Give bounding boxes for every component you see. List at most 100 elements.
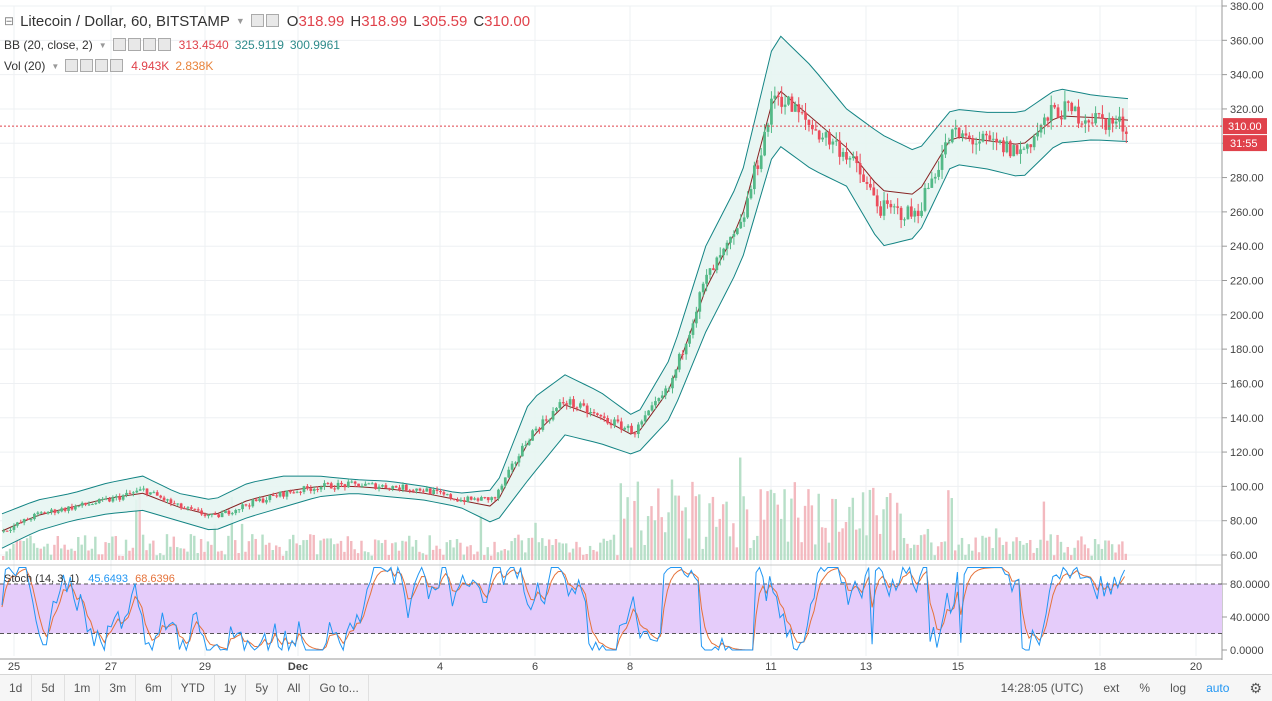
volume-bar (643, 544, 646, 560)
volume-bar (1087, 548, 1090, 560)
countdown-badge (1223, 135, 1267, 152)
volume-bar (264, 544, 268, 560)
volume-bar (650, 506, 653, 560)
candle-body (312, 488, 316, 491)
x-axis-tick-label: 8 (627, 661, 633, 673)
candle-body (486, 497, 490, 501)
stoch-label[interactable]: Stoch (14, 3, 1) (4, 573, 80, 585)
range-ytd-button[interactable]: YTD (172, 675, 215, 701)
collapse-legend-icon[interactable]: ⊟ (4, 14, 15, 28)
bb-actions-icons[interactable] (112, 36, 173, 54)
goto-button[interactable]: Go to... (310, 675, 369, 701)
candle-body (514, 462, 517, 464)
volume-bar (343, 551, 346, 560)
candle-body (442, 492, 446, 495)
volume-bar (145, 550, 148, 560)
candle-body (60, 508, 64, 512)
volume-bar (677, 495, 681, 560)
candle-body (244, 504, 248, 506)
candle-body (353, 481, 357, 484)
candle-body (132, 492, 135, 494)
volume-bar (766, 491, 769, 560)
volume-bar (1059, 541, 1063, 560)
candle-body (568, 399, 572, 405)
candle-body (275, 495, 279, 497)
volume-bar (455, 539, 459, 560)
candle-body (729, 236, 732, 243)
volume-bar (936, 546, 940, 560)
y-axis-tick-label: 280.00 (1230, 173, 1264, 185)
symbol-title[interactable]: Litecoin / Dollar, 60, BITSTAMP (20, 12, 230, 30)
gear-icon[interactable]: ⚙ (1249, 680, 1262, 696)
volume-bar (752, 540, 756, 560)
range-all-button[interactable]: All (278, 675, 311, 701)
volume-bar (735, 547, 739, 560)
candle-body (845, 151, 848, 160)
candle-body (903, 219, 906, 221)
volume-bar (629, 547, 633, 560)
range-3m-button[interactable]: 3m (100, 675, 137, 701)
candle-body (9, 529, 12, 531)
candle-body (333, 488, 337, 490)
bb-upper-line (1, 35, 1129, 515)
auto-toggle[interactable]: auto (1206, 681, 1230, 695)
vol-label[interactable]: Vol (20) (4, 59, 46, 73)
volume-bar (66, 549, 70, 560)
candle-body (169, 499, 173, 504)
volume-bar (247, 541, 251, 560)
volume-bar (94, 536, 97, 560)
candle-body (493, 497, 497, 499)
candle-body (254, 499, 258, 502)
volume-bar (1018, 540, 1022, 560)
candle-body (97, 498, 101, 504)
range-6m-button[interactable]: 6m (136, 675, 172, 701)
range-5y-button[interactable]: 5y (246, 675, 279, 701)
low-label: L (413, 12, 422, 30)
range-1y-button[interactable]: 1y (215, 675, 247, 701)
volume-bar (657, 488, 660, 560)
chevron-down-icon[interactable]: ▼ (98, 40, 107, 50)
candle-body (783, 104, 787, 107)
volume-bar (483, 555, 486, 560)
chart-canvas[interactable]: 380.00360.00340.00320.00300.00280.00260.… (0, 0, 1272, 674)
candle-body (234, 510, 238, 514)
vol-actions-icons[interactable] (65, 57, 125, 75)
chevron-down-icon[interactable]: ▼ (235, 16, 245, 26)
clock-time[interactable]: 14:28:05 (UTC) (1000, 681, 1084, 695)
range-1d-button[interactable]: 1d (0, 675, 33, 701)
high-value: 318.99 (361, 12, 408, 30)
volume-bar (462, 554, 466, 560)
log-toggle[interactable]: log (1170, 681, 1187, 695)
volume-bar (496, 552, 500, 560)
volume-bar (882, 509, 885, 560)
volume-bar (1076, 540, 1080, 560)
volume-bar (298, 545, 302, 560)
candle-body (278, 491, 282, 497)
range-1m-button[interactable]: 1m (65, 675, 101, 701)
volume-bar (199, 539, 203, 560)
chevron-down-icon[interactable]: ▼ (51, 61, 60, 71)
candle-body (248, 505, 251, 507)
vol-legend: Vol (20) ▼ 4.943K 2.838K (4, 57, 213, 75)
legend-actions-icons[interactable] (250, 12, 281, 30)
candle-body (558, 402, 562, 408)
volume-bar (203, 551, 206, 560)
volume-bar (431, 549, 435, 560)
volume-bar (220, 550, 223, 560)
candle-body (364, 483, 367, 486)
volume-bar (909, 548, 913, 560)
candle-body (1121, 116, 1125, 132)
candle-body (459, 500, 463, 502)
percent-toggle[interactable]: % (1139, 681, 1151, 695)
volume-bar (916, 544, 919, 560)
range-5d-button[interactable]: 5d (32, 675, 65, 701)
candle-body (851, 156, 855, 159)
candle-body (742, 217, 746, 222)
volume-bar (141, 534, 145, 560)
volume-bar (820, 527, 824, 560)
ext-toggle[interactable]: ext (1103, 681, 1120, 695)
volume-bar (237, 553, 240, 560)
bb-label[interactable]: BB (20, close, 2) (4, 38, 93, 52)
bb-lower-value: 300.9961 (289, 38, 340, 52)
volume-bar (517, 534, 520, 560)
